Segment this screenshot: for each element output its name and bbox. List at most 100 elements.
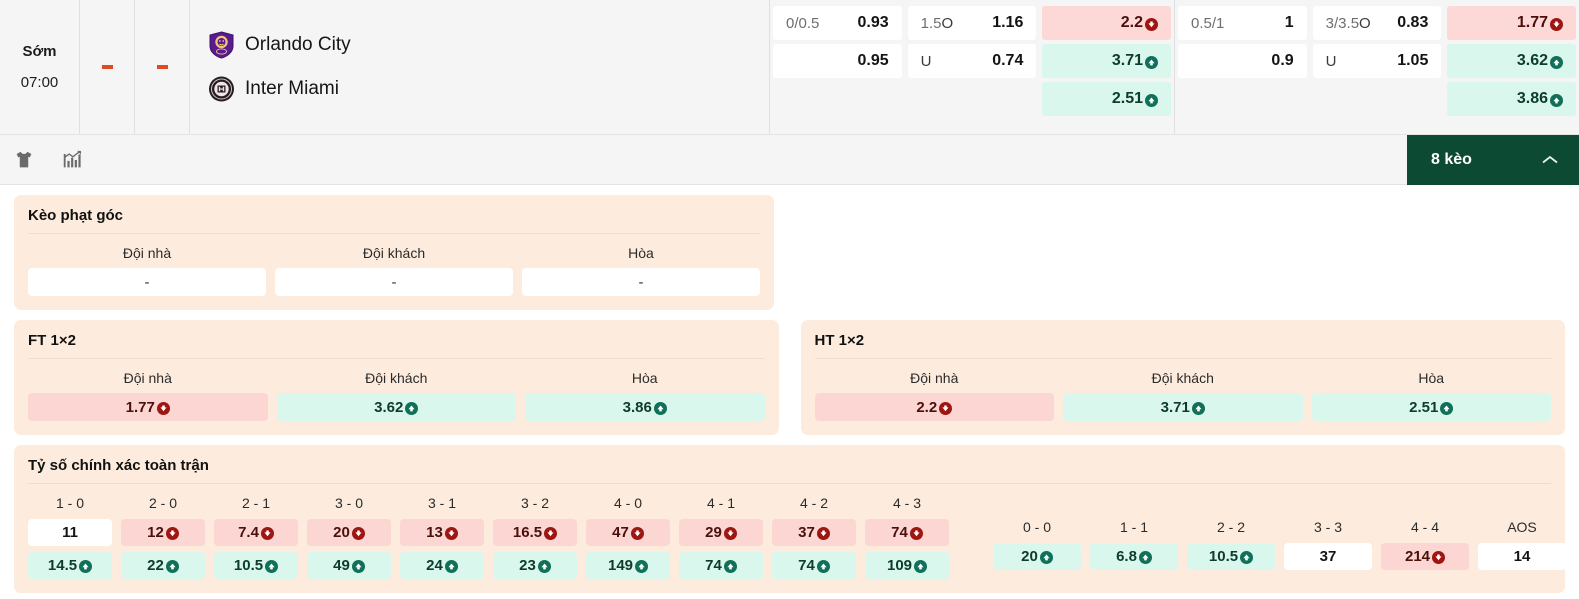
- arrow-down-icon: [165, 527, 179, 540]
- cs-draw-cell[interactable]: 37: [1284, 543, 1372, 570]
- cs-column-header: 4 - 1: [706, 495, 735, 511]
- cs-home-cell[interactable]: 13: [400, 519, 484, 546]
- cs-home-cell[interactable]: 74: [865, 519, 949, 546]
- cs-draw-column: 0 - 0 20: [993, 513, 1081, 570]
- ht-market-grid: Đội nhà 2.2 Đội khách 3.71: [814, 364, 1551, 421]
- cs-column-header: 2 - 0: [148, 495, 177, 511]
- odds-value: 3.62: [1516, 52, 1549, 69]
- cs-draw-cell[interactable]: 14: [1478, 543, 1566, 570]
- cs-home-cell[interactable]: 12: [121, 519, 205, 546]
- arrow-up-icon: [265, 560, 279, 573]
- odds-cell[interactable]: 0.5/1 1: [1178, 6, 1307, 40]
- cs-draw-cell[interactable]: 214: [1381, 543, 1469, 570]
- odds-cell[interactable]: 1.5 O 1.16: [907, 6, 1037, 40]
- odds-cell[interactable]: 2.51: [1042, 82, 1172, 116]
- bar-chart-icon[interactable]: [48, 135, 96, 185]
- cs-home-cell[interactable]: 7.4: [214, 519, 298, 546]
- cs-column: 1 - 0 11 14.5: [28, 489, 112, 579]
- cs-draw-cell[interactable]: 10.5: [1187, 543, 1275, 570]
- cs-away-cell[interactable]: 23: [493, 552, 577, 579]
- away-score-dash: [156, 65, 168, 69]
- cs-home-cell[interactable]: 20: [307, 519, 391, 546]
- market-column-header: Hòa: [628, 245, 654, 261]
- odds-cell[interactable]: 2.2: [1042, 6, 1172, 40]
- market-odds-cell[interactable]: -: [522, 268, 760, 296]
- cs-value: 22: [147, 557, 164, 574]
- cs-away-cell[interactable]: 149: [586, 552, 670, 579]
- market-odds-cell[interactable]: 3.71: [1063, 393, 1303, 421]
- cs-away-cell[interactable]: 74: [772, 552, 856, 579]
- home-score-cell: [80, 0, 135, 134]
- market-odds-cell[interactable]: 1.77: [28, 393, 268, 421]
- home-team-row[interactable]: Orlando City: [208, 31, 769, 59]
- odds-cell[interactable]: 0.95: [773, 44, 902, 78]
- cs-value: 16.5: [512, 524, 543, 541]
- cs-home-cell[interactable]: 29: [679, 519, 763, 546]
- ht-1x2-panel: HT 1×2 Đội nhà 2.2 Đội khách 3.71: [800, 320, 1565, 435]
- over-under-label: O: [941, 14, 954, 32]
- handicap-label: 3/3.5: [1325, 14, 1360, 32]
- cs-away-cell[interactable]: 109: [865, 552, 949, 579]
- odds-cell[interactable]: 0/0.5 0.93: [773, 6, 902, 40]
- keo-count-toggle-button[interactable]: 8 kèo: [1407, 135, 1579, 185]
- cs-home-cell[interactable]: 47: [586, 519, 670, 546]
- cs-away-cell[interactable]: 49: [307, 552, 391, 579]
- cs-draw-column: AOS 14: [1478, 513, 1566, 570]
- orlando-city-crest-icon: [208, 31, 235, 59]
- odds-cell[interactable]: 3.86: [1447, 82, 1577, 116]
- inter-miami-crest-icon: [208, 75, 235, 103]
- correct-score-main-block: 1 - 0 11 14.5 2 - 0 12 22 2 - 1 7.4 10.5 3 - 0…: [28, 489, 949, 579]
- cs-draw-cell[interactable]: 6.8: [1090, 543, 1178, 570]
- market-odds-cell[interactable]: 3.62: [276, 393, 516, 421]
- arrow-up-icon: [1191, 401, 1205, 415]
- market-odds-cell[interactable]: -: [28, 268, 266, 296]
- cs-value: 37: [798, 524, 815, 541]
- cs-value: 12: [147, 524, 164, 541]
- odds-cell[interactable]: 0.9: [1178, 44, 1307, 78]
- market-odds-cell[interactable]: -: [275, 268, 513, 296]
- odds-cell[interactable]: 3/3.5 O 0.83: [1312, 6, 1442, 40]
- cs-home-cell[interactable]: 37: [772, 519, 856, 546]
- away-team-name: Inter Miami: [245, 78, 339, 99]
- away-team-row[interactable]: Inter Miami: [208, 75, 769, 103]
- over-under-label: U: [920, 52, 932, 70]
- odds-cell[interactable]: 3.62: [1447, 44, 1577, 78]
- odds-group-ft: 0/0.5 0.93 0.95 1.5 O 1.16: [770, 0, 1175, 134]
- market-odds-cell[interactable]: 2.2: [814, 393, 1054, 421]
- cs-column-header: 3 - 0: [334, 495, 363, 511]
- cs-value: 23: [519, 557, 536, 574]
- match-toolbar: 8 kèo: [0, 135, 1579, 185]
- market-column: Đội khách 3.62: [276, 364, 516, 421]
- jersey-icon[interactable]: [0, 135, 48, 185]
- arrow-up-icon: [444, 560, 458, 573]
- cs-column-header: 0 - 0: [1022, 519, 1051, 535]
- cs-column: 4 - 2 37 74: [772, 489, 856, 579]
- odds-cell-empty: [1178, 82, 1307, 116]
- ft-panel-title: FT 1×2: [28, 332, 765, 359]
- cs-away-cell[interactable]: 22: [121, 552, 205, 579]
- cs-draw-cell[interactable]: 20: [993, 543, 1081, 570]
- market-odds-cell[interactable]: 3.86: [525, 393, 765, 421]
- cs-away-cell[interactable]: 14.5: [28, 552, 112, 579]
- cs-away-cell[interactable]: 10.5: [214, 552, 298, 579]
- corner-market-panel: Kèo phạt góc Đội nhà - Đội khách - Hòa -: [14, 195, 774, 310]
- odds-cell[interactable]: 1.77: [1447, 6, 1577, 40]
- arrow-up-icon: [79, 560, 93, 573]
- cs-away-cell[interactable]: 74: [679, 552, 763, 579]
- arrow-up-icon: [1145, 55, 1159, 69]
- cs-away-cell[interactable]: 24: [400, 552, 484, 579]
- arrow-up-icon: [537, 560, 551, 573]
- market-odds-cell[interactable]: 2.51: [1311, 393, 1551, 421]
- arrow-down-icon: [723, 527, 737, 540]
- market-column: Hòa -: [522, 239, 760, 296]
- ft-market-grid: Đội nhà 1.77 Đội khách 3.62: [28, 364, 765, 421]
- odds-cell[interactable]: U 0.74: [907, 44, 1037, 78]
- odds-value: 0.93: [857, 14, 889, 31]
- odds-cell[interactable]: 3.71: [1042, 44, 1172, 78]
- arrow-up-icon: [1039, 551, 1053, 564]
- arrow-up-icon: [635, 560, 649, 573]
- odds-cell[interactable]: U 1.05: [1312, 44, 1442, 78]
- cs-home-cell[interactable]: 11: [28, 519, 112, 546]
- cs-value: 109: [886, 557, 913, 574]
- cs-home-cell[interactable]: 16.5: [493, 519, 577, 546]
